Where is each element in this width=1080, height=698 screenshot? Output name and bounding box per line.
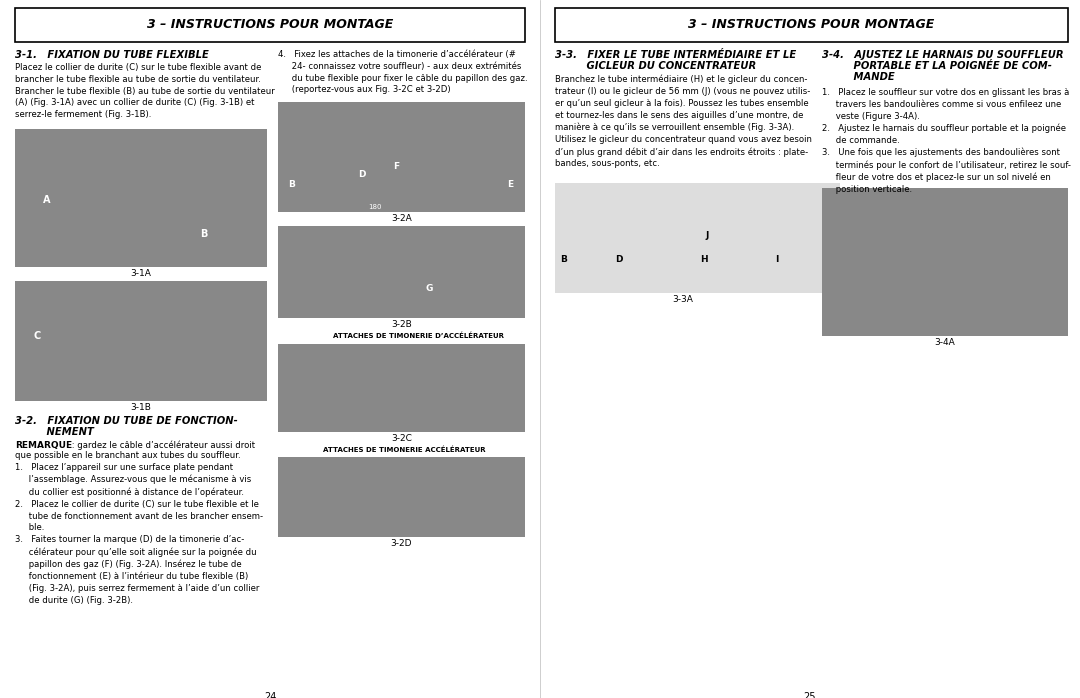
Bar [822, 188, 1068, 336]
Text: 3 – INSTRUCTIONS POUR MONTAGE: 3 – INSTRUCTIONS POUR MONTAGE [147, 19, 393, 31]
Bar [555, 183, 840, 293]
Text: 3-1A: 3-1A [131, 269, 151, 278]
Bar [278, 457, 525, 537]
Text: 180: 180 [368, 204, 381, 210]
Text: : gardez le câble d’accélérateur aussi droit: : gardez le câble d’accélérateur aussi d… [69, 441, 255, 450]
Text: ATTACHES DE TIMONERIE ACCÉLÉRATEUR: ATTACHES DE TIMONERIE ACCÉLÉRATEUR [323, 446, 486, 452]
Text: 3-2B: 3-2B [391, 320, 411, 329]
Text: 3-3.   FIXER LE TUBE INTERMÉDIAIRE ET LE: 3-3. FIXER LE TUBE INTERMÉDIAIRE ET LE [555, 50, 796, 60]
Text: G: G [426, 284, 433, 293]
Text: 3-1.   FIXATION DU TUBE FLEXIBLE: 3-1. FIXATION DU TUBE FLEXIBLE [15, 50, 208, 60]
Text: 3-4.   AJUSTEZ LE HARNAIS DU SOUFFLEUR: 3-4. AJUSTEZ LE HARNAIS DU SOUFFLEUR [822, 50, 1064, 60]
Text: 3-2C: 3-2C [391, 434, 411, 443]
Text: Placez le collier de durite (C) sur le tube flexible avant de
brancher le tube f: Placez le collier de durite (C) sur le t… [15, 63, 274, 119]
Text: 25: 25 [804, 692, 816, 698]
Text: A: A [43, 195, 51, 205]
Text: E: E [507, 180, 513, 189]
Bar [15, 129, 267, 267]
Text: B: B [561, 255, 567, 264]
Text: D: D [357, 170, 365, 179]
Text: 3-1B: 3-1B [131, 403, 151, 412]
Text: 4.   Fixez les attaches de la timonerie d’accélérateur (#
     24- connaissez vo: 4. Fixez les attaches de la timonerie d’… [278, 50, 528, 94]
Text: C: C [33, 331, 40, 341]
Text: 24: 24 [264, 692, 276, 698]
Text: J: J [705, 231, 708, 240]
Text: REMARQUE: REMARQUE [15, 441, 72, 450]
Text: B: B [288, 180, 295, 189]
Text: 3-2D: 3-2D [391, 539, 413, 548]
Text: H: H [700, 255, 707, 264]
Bar [15, 8, 525, 42]
Text: 1.   Placez le souffleur sur votre dos en glissant les bras à
     travers les b: 1. Placez le souffleur sur votre dos en … [822, 88, 1071, 194]
Bar [15, 281, 267, 401]
Bar [278, 102, 525, 212]
Text: I: I [775, 255, 779, 264]
Text: 3-4A: 3-4A [934, 338, 956, 347]
Text: que possible en le branchant aux tubes du souffleur.: que possible en le branchant aux tubes d… [15, 451, 241, 460]
Text: PORTABLE ET LA POIGNÉE DE COM-: PORTABLE ET LA POIGNÉE DE COM- [822, 61, 1052, 71]
Text: Branchez le tube intermédiaire (H) et le gicleur du concen-
trateur (I) ou le gi: Branchez le tube intermédiaire (H) et le… [555, 75, 812, 168]
Text: 3 – INSTRUCTIONS POUR MONTAGE: 3 – INSTRUCTIONS POUR MONTAGE [688, 19, 934, 31]
Text: ATTACHES DE TIMONERIE D’ACCÉLÉRATEUR: ATTACHES DE TIMONERIE D’ACCÉLÉRATEUR [333, 332, 504, 339]
Bar [278, 344, 525, 432]
Text: 3-2A: 3-2A [391, 214, 411, 223]
Text: F: F [393, 162, 400, 171]
Text: 1.   Placez l’appareil sur une surface plate pendant
     l’assemblage. Assurez-: 1. Placez l’appareil sur une surface pla… [15, 463, 264, 604]
Text: B: B [200, 229, 207, 239]
Text: D: D [615, 255, 622, 264]
Bar [278, 226, 525, 318]
Bar [555, 8, 1068, 42]
Text: 3-3A: 3-3A [672, 295, 693, 304]
Text: 3-2.   FIXATION DU TUBE DE FONCTION-: 3-2. FIXATION DU TUBE DE FONCTION- [15, 416, 238, 426]
Text: GICLEUR DU CONCENTRATEUR: GICLEUR DU CONCENTRATEUR [555, 61, 756, 71]
Text: MANDE: MANDE [822, 72, 894, 82]
Text: NEMENT: NEMENT [15, 427, 94, 437]
